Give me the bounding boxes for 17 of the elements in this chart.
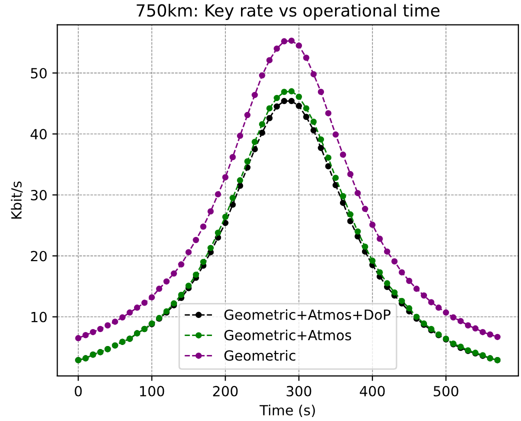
legend-label: Geometric xyxy=(224,350,296,361)
x-tick-label: 0 xyxy=(74,386,82,396)
y-tick-label: 20 xyxy=(30,250,47,262)
x-tick-label: 300 xyxy=(286,386,312,396)
y-axis-title: Kbit/s xyxy=(10,182,23,219)
y-tick-label: 40 xyxy=(30,128,47,140)
y-tick-label: 30 xyxy=(30,190,47,200)
chart-title: 750km: Key rate vs operational time xyxy=(136,4,440,20)
x-tick-label: 500 xyxy=(434,386,458,396)
legend-label: Geometric+Atmos xyxy=(224,330,352,340)
x-tick-label: 400 xyxy=(360,386,385,396)
y-tick-label: 10 xyxy=(31,312,47,322)
x-tick-label: 200 xyxy=(213,386,238,396)
x-axis-title: Time (s) xyxy=(260,404,315,418)
legend-label: Geometric+Atmos+DoP xyxy=(224,309,390,320)
y-tick-label: 50 xyxy=(30,68,47,78)
x-tick-label: 100 xyxy=(140,386,164,396)
